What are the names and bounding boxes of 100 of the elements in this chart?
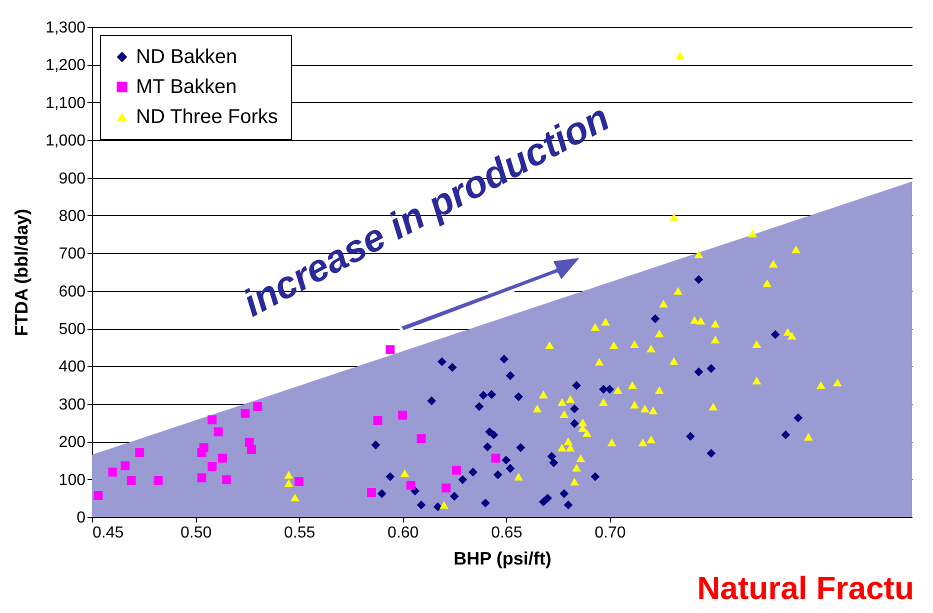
legend-label: MT Bakken (136, 76, 237, 98)
point (594, 358, 604, 366)
point (377, 489, 386, 498)
point (373, 416, 382, 425)
point (770, 330, 780, 340)
point (578, 418, 588, 426)
point (135, 448, 144, 458)
point (489, 430, 498, 440)
point (694, 250, 704, 258)
point (199, 443, 208, 452)
point (630, 400, 639, 409)
point (516, 443, 526, 452)
point (638, 438, 648, 446)
point (804, 432, 813, 441)
y-tick-label: 300 (58, 396, 86, 414)
point (208, 462, 217, 471)
point (669, 213, 678, 221)
point (400, 469, 410, 478)
point (246, 445, 256, 454)
point (762, 279, 772, 288)
point (532, 404, 542, 412)
legend-label: ND Bakken (136, 46, 238, 68)
point (549, 458, 558, 468)
point (659, 300, 668, 308)
point (694, 275, 704, 284)
point (406, 480, 416, 490)
y-tick-label: 600 (58, 283, 86, 300)
point (654, 386, 664, 394)
x-tick-label: 0.45 (92, 524, 124, 542)
x-tick-label: 0.55 (284, 524, 316, 542)
point (640, 404, 650, 412)
point (468, 468, 478, 477)
point (794, 413, 803, 422)
y-tick-label: 400 (58, 358, 86, 376)
point (816, 381, 826, 389)
point (197, 473, 206, 482)
x-axis-title: BHP (psi/ft) (454, 548, 552, 568)
x-tick-label: 0.70 (594, 524, 626, 542)
point (442, 484, 451, 492)
point (560, 489, 569, 498)
point (458, 475, 468, 484)
point (576, 454, 586, 462)
point (654, 330, 664, 338)
text: Natural Fractu (697, 570, 914, 606)
point (686, 432, 695, 441)
point (646, 435, 656, 444)
point (706, 364, 716, 373)
point (218, 454, 227, 463)
y-tick-label: 1,000 (45, 132, 86, 150)
point (781, 430, 790, 440)
point (120, 461, 130, 470)
y-tick-label: 200 (58, 434, 86, 452)
point (506, 464, 515, 473)
point (570, 478, 579, 486)
y-tick-label: 100 (58, 472, 86, 489)
point (598, 398, 608, 406)
point (253, 402, 262, 412)
point (566, 395, 575, 403)
point (493, 470, 502, 480)
point (630, 340, 639, 348)
point (601, 318, 610, 326)
point (491, 454, 500, 463)
point (450, 492, 459, 501)
point (538, 390, 548, 398)
point (752, 340, 762, 348)
point (94, 491, 103, 500)
point (570, 404, 579, 414)
point (478, 390, 488, 400)
point (500, 354, 509, 364)
point (674, 286, 682, 295)
point (710, 336, 720, 344)
point (284, 470, 294, 479)
point (398, 410, 408, 420)
point (832, 378, 842, 386)
point (214, 427, 223, 436)
point (386, 345, 395, 354)
point (545, 341, 554, 349)
point (792, 246, 801, 254)
point (748, 230, 758, 238)
point (628, 381, 637, 389)
legend-label: ND Three Forks (136, 106, 278, 128)
point (386, 472, 395, 482)
point (437, 357, 446, 366)
point (487, 390, 496, 399)
y-tick-label: 500 (58, 321, 86, 338)
point (547, 452, 556, 461)
point (284, 479, 294, 487)
point (752, 376, 762, 384)
point (710, 320, 720, 328)
point (483, 442, 492, 452)
point (543, 494, 552, 503)
point (706, 448, 716, 458)
point (514, 472, 524, 481)
y-tick-label: 800 (58, 208, 86, 225)
point (452, 466, 461, 475)
point (676, 51, 685, 60)
point (416, 500, 426, 510)
x-tick-label: 0.50 (180, 524, 212, 542)
y-tick-label: 1,300 (45, 20, 86, 36)
point (572, 380, 582, 390)
